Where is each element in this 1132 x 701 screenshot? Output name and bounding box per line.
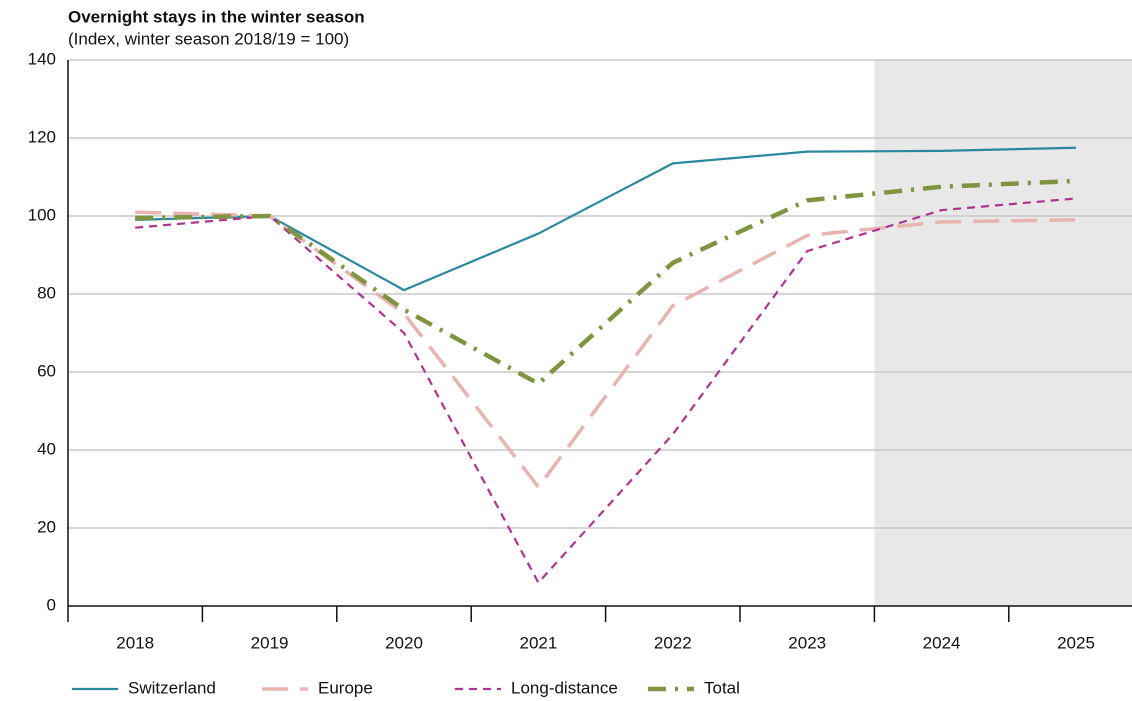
y-tick-label: 0 (47, 595, 56, 614)
y-tick-label: 60 (37, 361, 56, 380)
x-tick-label: 2022 (654, 633, 692, 652)
y-tick-label: 120 (28, 127, 56, 146)
x-tick-label: 2019 (251, 633, 289, 652)
chart-subtitle: (Index, winter season 2018/19 = 100) (68, 29, 349, 48)
chart-title: Overnight stays in the winter season (68, 7, 365, 26)
y-tick-label: 40 (37, 439, 56, 458)
x-tick-label: 2023 (788, 633, 826, 652)
series-line (135, 146, 1077, 292)
series-line (135, 178, 1077, 386)
series-line (135, 197, 1077, 584)
x-tick-label: 2020 (385, 633, 423, 652)
y-tick-label: 100 (28, 205, 56, 224)
legend-label: Total (704, 678, 740, 697)
y-tick-label: 80 (37, 283, 56, 302)
forecast-shade (874, 60, 1132, 606)
x-tick-label: 2024 (923, 633, 961, 652)
x-tick-label: 2025 (1057, 633, 1095, 652)
y-tick-label: 20 (37, 517, 56, 536)
x-tick-label: 2018 (116, 633, 154, 652)
legend-label: Europe (318, 678, 373, 697)
legend-label: Switzerland (128, 678, 216, 697)
legend-label: Long-distance (511, 678, 618, 697)
y-tick-label: 140 (28, 49, 56, 68)
x-tick-label: 2021 (519, 633, 557, 652)
